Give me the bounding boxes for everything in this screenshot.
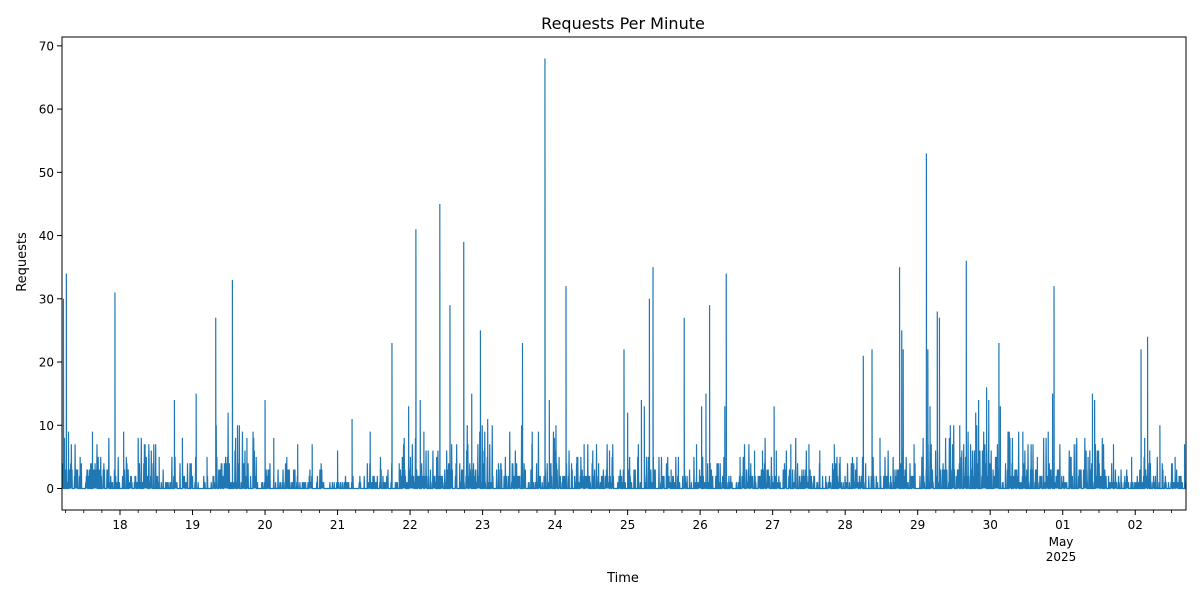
x-axis-label: Time (606, 571, 639, 586)
x-tick-label: 26 (693, 518, 708, 532)
y-tick-label: 10 (39, 419, 54, 433)
plot-frame (61, 36, 1187, 511)
x-tick-label: 18 (112, 518, 127, 532)
y-axis-label: Requests (15, 232, 30, 292)
x-tick-label: 02 (1128, 518, 1143, 532)
x-tick-label: 27 (765, 518, 780, 532)
x-tick-label: 28 (838, 518, 853, 532)
y-tick-label: 70 (39, 39, 54, 53)
x-tick-label: 29 (910, 518, 925, 532)
x-tick-label: 19 (185, 518, 200, 532)
y-tick-label: 30 (39, 292, 54, 306)
x-tick-label: 25 (620, 518, 635, 532)
y-tick-label: 40 (39, 229, 54, 243)
x-tick-label: 22 (402, 518, 417, 532)
x-tick-label: 30 (983, 518, 998, 532)
x-year-label: 2025 (1046, 550, 1077, 564)
x-tick-label: 20 (257, 518, 272, 532)
y-tick-label: 60 (39, 103, 54, 117)
x-tick-label: 23 (475, 518, 490, 532)
requests-series-line (62, 58, 1186, 490)
x-tick-label: 21 (330, 518, 345, 532)
x-axis-ticks: 18 19 20 21 22 23 24 25 26 27 28 29 30 01 02 (65, 510, 1172, 532)
x-tick-label: 24 (547, 518, 562, 532)
x-tick-label: 01 (1055, 518, 1070, 532)
y-tick-label: 0 (46, 482, 54, 496)
y-tick-label: 20 (39, 356, 54, 370)
y-axis-ticks: 0 10 20 30 40 50 60 70 (39, 39, 62, 496)
y-tick-label: 50 (39, 166, 54, 180)
chart-title: Requests Per Minute (541, 14, 705, 33)
x-month-label: May (1049, 535, 1074, 549)
